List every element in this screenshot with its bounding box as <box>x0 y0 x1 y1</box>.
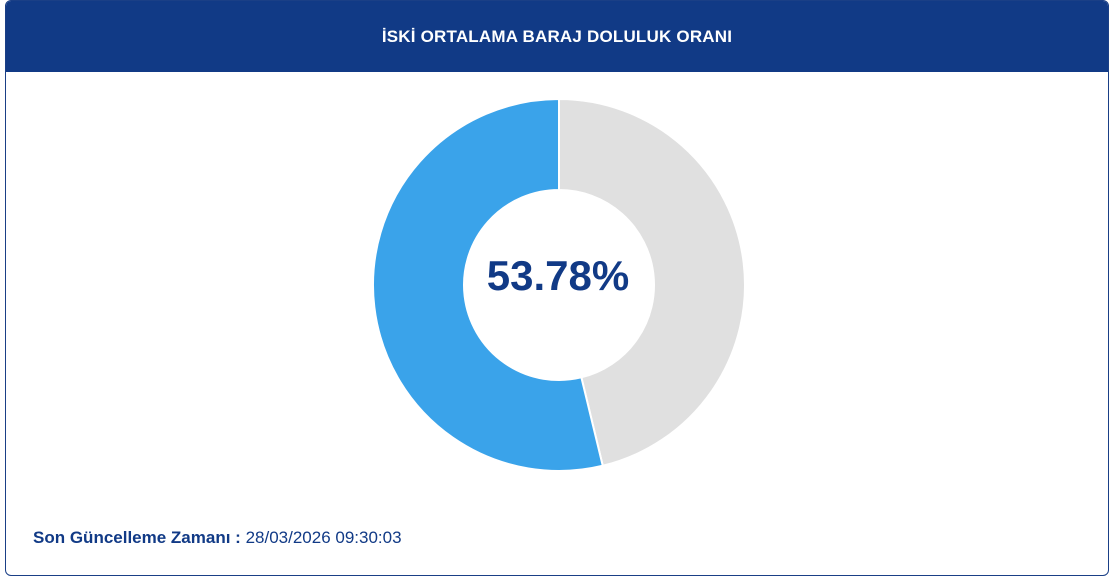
occupancy-percentage: 53.78% <box>486 252 630 299</box>
donut-chart-svg <box>372 97 747 472</box>
last-update-value: 28/03/2026 09:30:03 <box>245 528 402 547</box>
last-update-label: Son Güncelleme Zamanı : <box>33 528 241 547</box>
last-update: Son Güncelleme Zamanı : 28/03/2026 09:30… <box>33 528 402 548</box>
card-header: İSKİ ORTALAMA BARAJ DOLULUK ORANI <box>6 1 1108 72</box>
donut-slice-filled <box>372 97 604 472</box>
donut-slice-empty <box>558 97 747 467</box>
dam-occupancy-card: İSKİ ORTALAMA BARAJ DOLULUK ORANI 53.78%… <box>5 0 1109 576</box>
donut-chart: 53.78% <box>6 72 1108 492</box>
card-title: İSKİ ORTALAMA BARAJ DOLULUK ORANI <box>381 26 733 46</box>
